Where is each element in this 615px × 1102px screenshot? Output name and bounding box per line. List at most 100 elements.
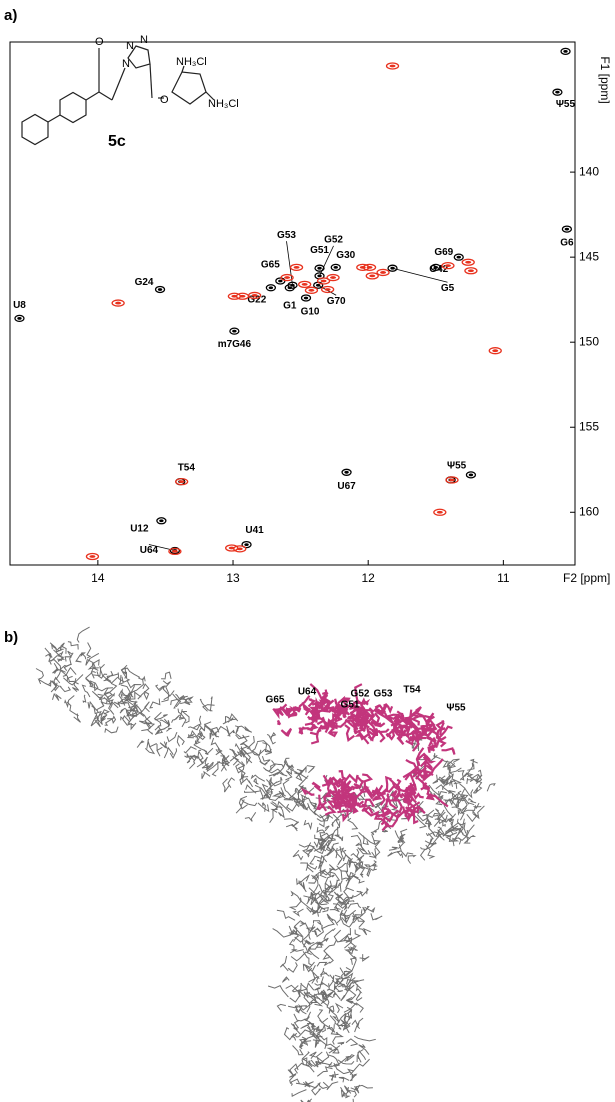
bond-stick [472, 802, 482, 809]
bond-stick [459, 783, 469, 802]
bond-stick [312, 869, 326, 880]
bond-stick [307, 708, 327, 722]
bond-stick [154, 714, 168, 721]
bond-stick [264, 768, 288, 777]
bond-stick [307, 698, 316, 708]
bond-stick [350, 852, 363, 861]
bond-stick [294, 765, 307, 776]
peak-contour [333, 265, 338, 269]
nmr-peak [445, 476, 459, 484]
bond-stick [153, 711, 162, 727]
bond-stick [358, 832, 376, 846]
bond-stick [456, 790, 465, 800]
bond-stick [323, 990, 328, 1000]
bond-stick [329, 1009, 340, 1023]
bond-stick [73, 713, 81, 723]
bond-stick [276, 909, 296, 921]
bond-stick [359, 954, 370, 962]
peak-label: G24 [135, 277, 154, 288]
bond-stick [323, 927, 336, 940]
bond-stick [273, 707, 289, 717]
bond-stick [179, 696, 194, 701]
bond-stick [340, 869, 351, 881]
bond-stick [472, 805, 485, 820]
bond-stick [335, 897, 348, 904]
bond-stick [371, 860, 378, 867]
peak-label: G10 [301, 307, 320, 318]
peak-label: U8 [13, 300, 26, 311]
bond-stick [292, 849, 304, 861]
bond-stick [303, 961, 315, 973]
ring [21, 113, 49, 146]
bond-stick [345, 1038, 359, 1047]
bond-stick [302, 963, 316, 973]
bond-stick [334, 698, 340, 709]
nmr-peak [169, 546, 181, 555]
bond-stick [303, 1016, 315, 1028]
bond-stick [345, 989, 357, 1001]
bond-stick [156, 743, 163, 757]
bond-stick [463, 834, 477, 844]
bond-stick [430, 837, 439, 846]
bond-stick [344, 1054, 355, 1063]
bond-stick [293, 926, 306, 947]
bond-stick [176, 734, 185, 747]
bond-stick [162, 680, 171, 694]
peak-contour [320, 279, 327, 283]
bond-stick [201, 770, 211, 780]
bond-stick [331, 813, 342, 827]
bond-stick [311, 976, 320, 984]
bond-stick [371, 847, 377, 860]
bond-stick [126, 679, 142, 689]
bond-stick [313, 993, 325, 1003]
nmr-peak [304, 286, 319, 294]
bond-stick [270, 732, 277, 741]
bond-stick [289, 797, 301, 805]
bond-stick [440, 773, 454, 782]
residue-label: G65 [266, 695, 285, 706]
bond-stick [203, 721, 220, 738]
bond-stick [353, 782, 360, 789]
bond-stick [287, 962, 298, 973]
bond-stick [321, 916, 335, 930]
bond-stick [328, 1048, 340, 1054]
bond-stick [183, 746, 197, 754]
bond-stick [288, 925, 298, 936]
bond-stick [385, 807, 400, 816]
bond-stick [448, 832, 459, 842]
peak-contour [244, 543, 249, 546]
peak-contour [380, 271, 387, 274]
bond-stick [113, 698, 128, 706]
bond-stick [419, 759, 428, 770]
bond-stick [348, 871, 359, 880]
bond-stick [333, 929, 348, 943]
nmr-peak [265, 284, 277, 292]
bond-stick [337, 695, 350, 709]
bond-stick [331, 979, 339, 985]
bond-stick [290, 951, 312, 962]
peak-contour [448, 478, 455, 482]
bond-stick [352, 915, 365, 922]
bond-stick [188, 724, 205, 732]
bond-stick [353, 1035, 376, 1042]
bond-stick [446, 758, 460, 767]
bond-stick [334, 882, 341, 889]
bond-stick [343, 970, 352, 977]
bond-stick [162, 718, 171, 731]
bond-stick [327, 826, 340, 840]
bond-stick [227, 717, 237, 723]
bond-stick [221, 755, 230, 767]
peak-label: G30 [336, 250, 355, 261]
bond-stick [190, 729, 201, 745]
bond-stick [388, 846, 399, 851]
bond-stick [309, 941, 323, 950]
bond-stick [283, 757, 298, 774]
bond-stick [435, 738, 447, 748]
bond-stick [327, 725, 339, 738]
compound-name: 5c [108, 133, 126, 150]
bond-stick [161, 694, 170, 703]
bond-stick [350, 945, 358, 953]
bond-stick [55, 669, 69, 681]
bond-stick [304, 939, 315, 945]
bond-stick [441, 747, 456, 755]
